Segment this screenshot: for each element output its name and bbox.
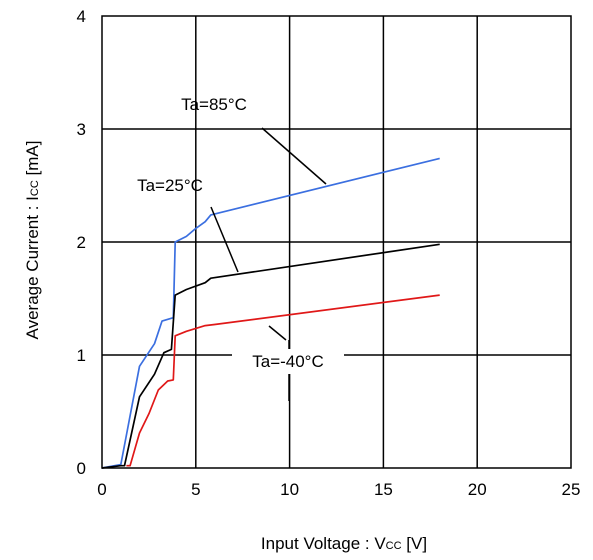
y-tick-label: 1 — [77, 346, 86, 365]
callout-leader — [210, 206, 239, 273]
callout-leader — [261, 127, 327, 185]
x-tick-label: 15 — [374, 480, 393, 499]
x-tick-label: 20 — [468, 480, 487, 499]
y-tick-label: 3 — [77, 120, 86, 139]
series-line-0 — [101, 157, 440, 469]
series-callouts: Ta=85°C Ta=25°C Ta=-40°C — [137, 95, 344, 401]
y-tick-label: 4 — [77, 7, 86, 26]
y-axis-label: Average Current : ICC [mA] — [23, 141, 42, 340]
callout-label-background — [232, 349, 344, 374]
x-tick-label: 25 — [562, 480, 581, 499]
x-tick-label: 5 — [191, 480, 200, 499]
y-tick-label: 0 — [77, 459, 86, 478]
y-tick-label: 2 — [77, 233, 86, 252]
series-label-0: Ta=85°C — [181, 95, 247, 114]
x-tick-label: 0 — [97, 480, 106, 499]
tick-labels: 0 5 10 15 20 25 0 1 2 3 4 — [77, 7, 581, 499]
plot-frame — [101, 15, 572, 469]
x-tick-label: 10 — [280, 480, 299, 499]
series-label-2: Ta=-40°C — [252, 352, 324, 371]
callout-leader — [268, 325, 287, 341]
series-line-1 — [101, 243, 440, 469]
series-line-2 — [126, 294, 440, 467]
x-axis-label: Input Voltage : VCC [V] — [261, 534, 427, 553]
series-label-1: Ta=25°C — [137, 176, 203, 195]
series-lines — [101, 157, 440, 469]
